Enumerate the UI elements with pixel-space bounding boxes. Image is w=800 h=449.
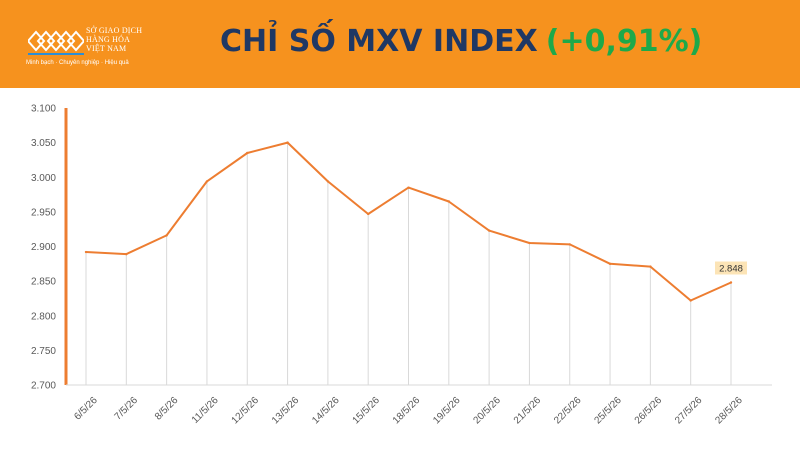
page-title: CHỈ SỐ MXV INDEX (+0,91%) <box>220 18 780 66</box>
logo-line-1: SỞ GIAO DỊCH <box>86 26 143 35</box>
x-tick-label: 25/5/26 <box>592 395 624 427</box>
line-chart: 2.700 2.750 2.800 2.850 2.900 2.950 3.000 3.050… <box>31 104 772 427</box>
data-point <box>84 250 88 254</box>
y-tick-label: 3.000 <box>31 173 56 184</box>
logo-line-3: VIỆT NAM <box>86 44 127 53</box>
mxv-logo-icon <box>28 30 84 55</box>
y-tick-label: 2.900 <box>31 242 56 253</box>
data-point <box>689 299 692 302</box>
y-tick-label: 3.100 <box>31 104 56 115</box>
last-value-label: 2.848 <box>719 264 743 275</box>
y-tick-label: 2.700 <box>31 381 56 392</box>
data-point <box>246 151 249 155</box>
data-point <box>568 243 571 246</box>
x-tick-label: 15/5/26 <box>351 395 383 427</box>
data-point <box>407 186 410 189</box>
y-tick-label: 2.750 <box>31 346 56 357</box>
x-tick-label: 11/5/26 <box>190 395 221 426</box>
x-tick-label: 13/5/26 <box>270 395 302 427</box>
data-point <box>165 234 168 237</box>
title-text: CHỈ SỐ MXV INDEX <box>220 24 538 59</box>
data-point <box>528 241 531 245</box>
x-tick-label: 18/5/26 <box>391 395 423 427</box>
y-tick-label: 3.050 <box>31 138 56 149</box>
x-tick-label: 6/5/26 <box>72 395 100 423</box>
last-value-label-bg <box>715 261 747 275</box>
data-point <box>205 180 209 183</box>
data-point <box>366 212 370 216</box>
y-tick-label: 2.850 <box>31 277 56 288</box>
y-tick-label: 2.950 <box>31 207 56 218</box>
y-tick-label: 2.800 <box>31 311 56 322</box>
data-point <box>649 265 652 268</box>
x-tick-label: 7/5/26 <box>113 395 141 423</box>
x-tick-label: 20/5/26 <box>472 395 504 427</box>
title-change-percent: (+0,91%) <box>545 24 703 59</box>
x-tick-label: 28/5/26 <box>713 395 745 427</box>
x-tick-label: 26/5/26 <box>633 395 665 427</box>
data-point <box>125 252 128 256</box>
data-point <box>447 200 451 203</box>
data-point <box>729 281 733 284</box>
x-tick-label: 12/5/26 <box>230 395 262 427</box>
x-tick-label: 21/5/26 <box>512 395 544 427</box>
logo-slogan: Minh bạch · Chuyên nghiệp · Hiệu quả <box>26 60 129 66</box>
x-tick-label: 8/5/26 <box>153 395 181 423</box>
chart-area: 2.700 2.750 2.800 2.850 2.900 2.950 3.000 3.050… <box>0 88 800 449</box>
header-banner: SỞ GIAO DỊCH HÀNG HÓA VIỆT NAM Minh bạch… <box>0 0 800 88</box>
logo-wordmark: SỞ GIAO DỊCH HÀNG HÓA VIỆT NAM <box>86 26 176 53</box>
data-point <box>487 229 491 232</box>
x-tick-label: 14/5/26 <box>310 395 342 427</box>
x-tick-label: 22/5/26 <box>552 395 584 427</box>
x-tick-label: 27/5/26 <box>673 395 705 427</box>
mxv-logo: SỞ GIAO DỊCH HÀNG HÓA VIỆT NAM Minh bạch… <box>22 22 172 72</box>
data-point <box>326 180 330 183</box>
data-point <box>286 141 289 144</box>
logo-line-2: HÀNG HÓA <box>86 35 131 44</box>
data-point <box>608 262 612 266</box>
x-tick-label: 19/5/26 <box>431 395 463 427</box>
